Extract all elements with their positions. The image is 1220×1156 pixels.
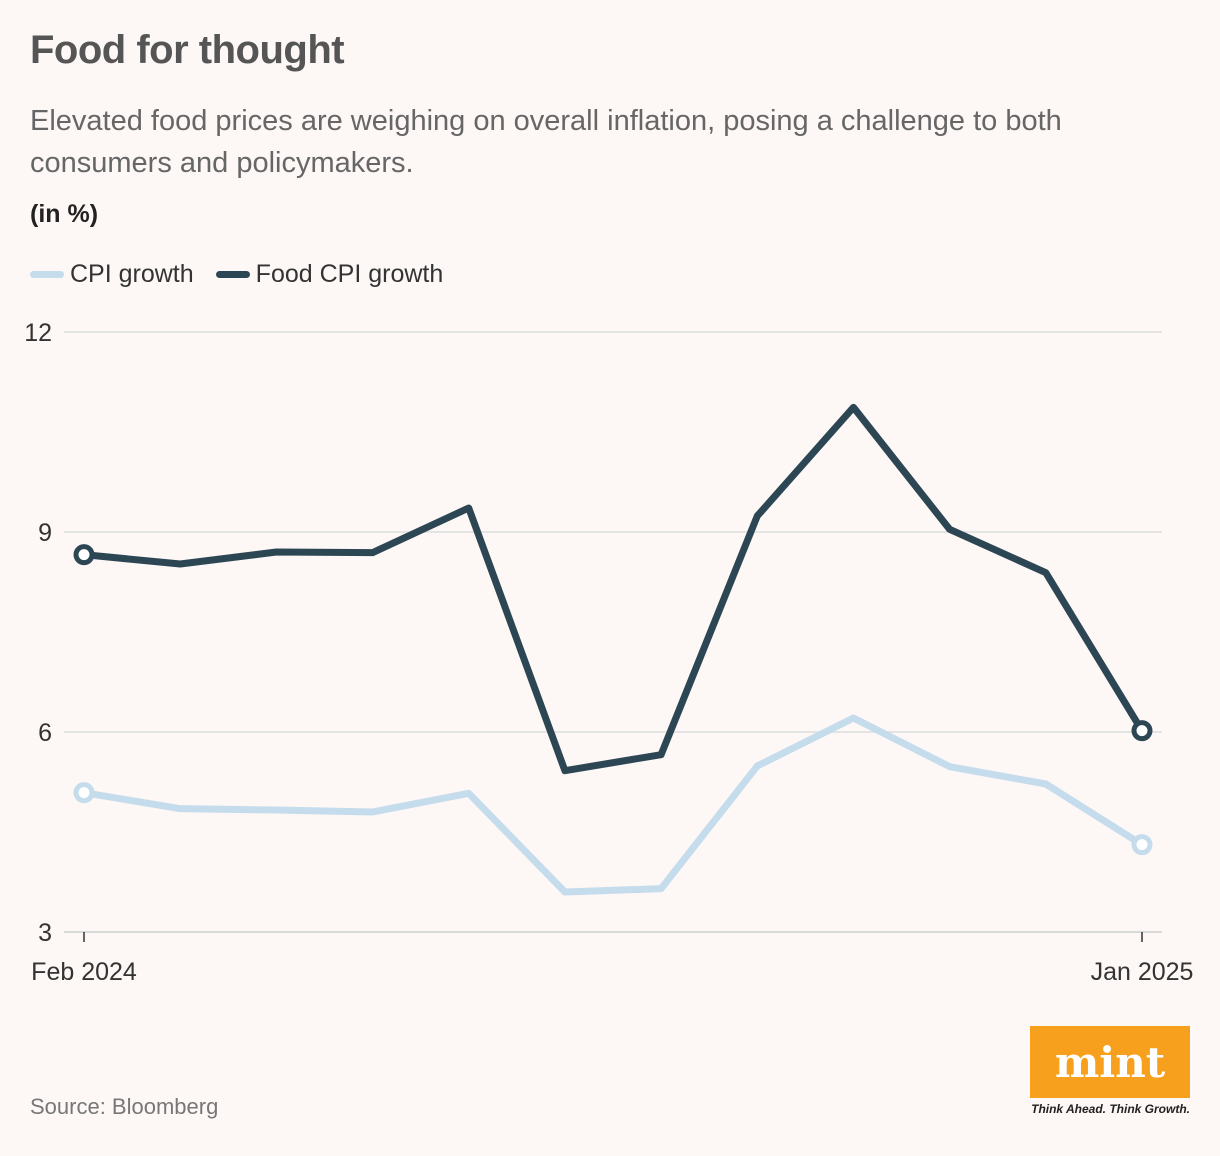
chart-subtitle: Elevated food prices are weighing on ove…	[30, 105, 1062, 179]
legend-swatch-food	[215, 271, 250, 278]
y-tick-label-9: 9	[38, 519, 52, 547]
mint-logo: mint	[1030, 1026, 1190, 1098]
logo-tagline: Think Ahead. Think Growth.	[1031, 1102, 1190, 1116]
series-line-cpi	[80, 714, 1146, 896]
x-tick-label-1: Jan 2025	[1091, 958, 1194, 986]
data-point-cpi-11	[1131, 834, 1153, 856]
legend-label-cpi: CPI growth	[70, 260, 194, 288]
y-tick-label-3: 3	[38, 919, 52, 947]
legend-item-food: Food CPI growth	[215, 260, 444, 289]
y-tick-label-6: 6	[38, 719, 52, 747]
legend-item-cpi: CPI growth	[30, 260, 194, 289]
data-point-food-11	[1131, 720, 1153, 742]
y-tick-label-12: 12	[24, 319, 52, 347]
data-point-cpi-0	[73, 782, 95, 804]
unit-label: (in %)	[30, 200, 99, 228]
source-note: Source: Bloomberg	[30, 1094, 219, 1119]
data-point-food-0	[73, 544, 95, 566]
legend-swatch-cpi	[30, 271, 64, 278]
line-chart: 3 6 9 12 Feb 2024 Jan 2025	[24, 319, 1194, 986]
chart-title: Food for thought	[30, 28, 345, 72]
x-tick-label-0: Feb 2024	[31, 958, 137, 986]
legend: CPI growth Food CPI growth	[30, 260, 465, 289]
legend-label-food: Food CPI growth	[255, 260, 444, 288]
series-line-food	[80, 403, 1146, 775]
